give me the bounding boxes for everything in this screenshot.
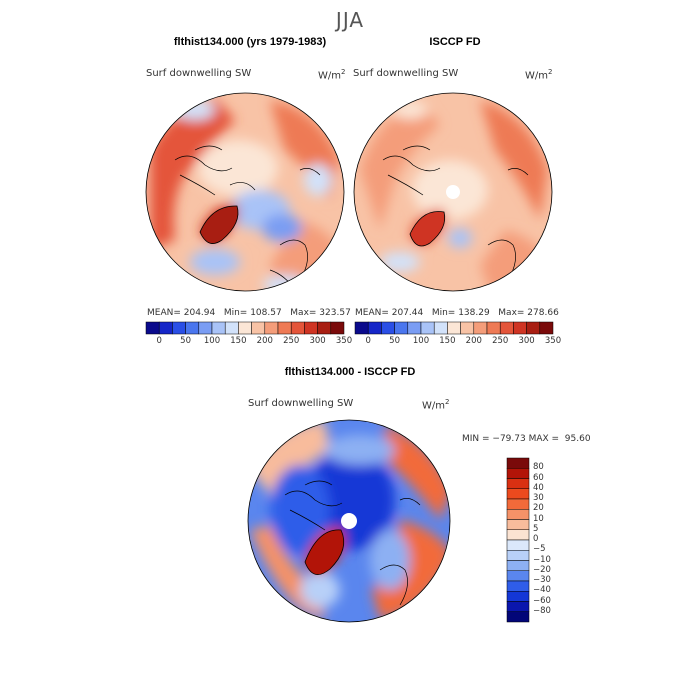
- colorbar-tick-label: 30: [533, 493, 544, 503]
- colorbar-swatch: [506, 601, 530, 612]
- panel1-field-label: Surf downwelling SW: [146, 68, 252, 79]
- colorbar-swatch: [185, 321, 200, 335]
- colorbar-swatch: [460, 321, 475, 335]
- colorbar-swatch: [367, 321, 382, 335]
- colorbar-swatch: [330, 321, 345, 335]
- panel1-title: flthist134.000 (yrs 1979-1983): [173, 36, 327, 48]
- colorbar-tick-label: 100: [203, 336, 221, 346]
- colorbar-swatch: [506, 539, 530, 551]
- panel1-units: W/m2: [318, 68, 346, 82]
- panel2-field-label: Surf downwelling SW: [353, 68, 459, 79]
- polar-map-model: [145, 92, 345, 292]
- colorbar-swatch: [420, 321, 435, 335]
- colorbar-swatch: [506, 591, 530, 602]
- colorbar-tick-label: −30: [533, 575, 551, 585]
- panel2-units: W/m2: [525, 68, 553, 82]
- season-title: JJA: [335, 8, 365, 32]
- colorbar-swatch: [238, 321, 252, 335]
- colorbar-swatch: [290, 321, 305, 335]
- colorbar-isccp: [354, 321, 554, 335]
- colorbar-swatch: [506, 468, 530, 479]
- panel2-stats: MEAN= 207.44 Min= 138.29 Max= 278.66: [355, 308, 559, 318]
- polar-map-isccp: [353, 92, 553, 292]
- colorbar-swatch: [251, 321, 266, 335]
- colorbar-tick-label: 150: [439, 336, 456, 346]
- colorbar-tick-label: 100: [412, 336, 430, 346]
- colorbar-swatch: [145, 321, 160, 335]
- colorbar-tick-label: 50: [389, 336, 400, 346]
- colorbar-tick-label: 250: [492, 336, 509, 346]
- colorbar-tick-label: 200: [256, 336, 273, 346]
- colorbar-tick-label: −60: [533, 595, 551, 606]
- colorbar-swatch: [304, 321, 318, 335]
- colorbar-difference: [506, 457, 530, 623]
- colorbar-tick-label: 0: [365, 336, 371, 346]
- colorbar-swatch: [526, 321, 541, 335]
- colorbar-model: [145, 321, 345, 335]
- colorbar-tick-label: 300: [518, 336, 535, 346]
- colorbar-swatch: [486, 321, 501, 335]
- colorbar-swatch: [506, 488, 530, 500]
- colorbar-tick-label: 0: [156, 336, 162, 346]
- colorbar-swatch: [277, 321, 292, 335]
- colorbar-tick-label: −80: [533, 605, 551, 616]
- colorbar-swatch: [506, 498, 530, 510]
- diff-minmax: MIN = −79.73 MAX = 95.60: [462, 434, 591, 444]
- colorbar-tick-label: −5: [533, 544, 546, 555]
- colorbar-swatch: [506, 519, 530, 530]
- colorbar-swatch: [198, 321, 213, 335]
- panel1-stats: MEAN= 204.94 Min= 108.57 Max= 323.57: [147, 308, 351, 318]
- colorbar-swatch: [317, 321, 332, 335]
- diff-field-label: Surf downwelling SW: [248, 398, 354, 409]
- colorbar-tick-label: 350: [544, 336, 562, 346]
- colorbar-tick-label: 10: [533, 513, 544, 524]
- colorbar-swatch: [513, 321, 527, 335]
- colorbar-swatch: [264, 321, 279, 335]
- colorbar-swatch: [506, 611, 530, 623]
- colorbar-tick-label: 150: [230, 336, 247, 346]
- colorbar-swatch: [506, 529, 530, 541]
- colorbar-tick-label: −20: [533, 564, 551, 575]
- colorbar-tick-label: 60: [533, 472, 544, 483]
- colorbar-tick-label: 80: [533, 462, 544, 473]
- diff-title: flthist134.000 - ISCCP FD: [284, 366, 416, 378]
- colorbar-swatch: [499, 321, 514, 335]
- colorbar-tick-label: 200: [465, 336, 482, 346]
- colorbar-swatch: [473, 321, 488, 335]
- colorbar-swatch: [506, 580, 530, 592]
- colorbar-swatch: [172, 321, 186, 335]
- colorbar-swatch: [407, 321, 422, 335]
- colorbar-tick-label: 350: [335, 336, 353, 346]
- colorbar-swatch: [158, 321, 173, 335]
- colorbar-swatch: [506, 570, 530, 582]
- colorbar-swatch: [224, 321, 239, 335]
- colorbar-swatch: [506, 457, 530, 469]
- colorbar-swatch: [506, 478, 530, 489]
- colorbar-swatch: [506, 550, 530, 561]
- colorbar-swatch: [506, 560, 530, 571]
- colorbar-swatch: [433, 321, 448, 335]
- colorbar-swatch: [506, 509, 530, 520]
- colorbar-swatch: [394, 321, 409, 335]
- colorbar-tick-label: −40: [533, 585, 551, 596]
- colorbar-tick-label: 50: [180, 336, 191, 346]
- polar-map-difference: [247, 419, 451, 623]
- colorbar-tick-label: 40: [533, 482, 544, 493]
- diff-units: W/m2: [422, 398, 450, 412]
- colorbar-swatch: [381, 321, 395, 335]
- panel2-title: ISCCP FD: [429, 36, 481, 48]
- colorbar-tick-label: 5: [533, 523, 539, 534]
- colorbar-swatch: [354, 321, 369, 335]
- colorbar-tick-label: 250: [283, 336, 300, 346]
- colorbar-swatch: [539, 321, 554, 335]
- colorbar-swatch: [447, 321, 461, 335]
- colorbar-tick-label: 20: [533, 503, 544, 514]
- colorbar-tick-label: 300: [309, 336, 326, 346]
- colorbar-swatch: [211, 321, 226, 335]
- colorbar-tick-label: 0: [533, 534, 539, 544]
- colorbar-tick-label: −10: [533, 554, 551, 565]
